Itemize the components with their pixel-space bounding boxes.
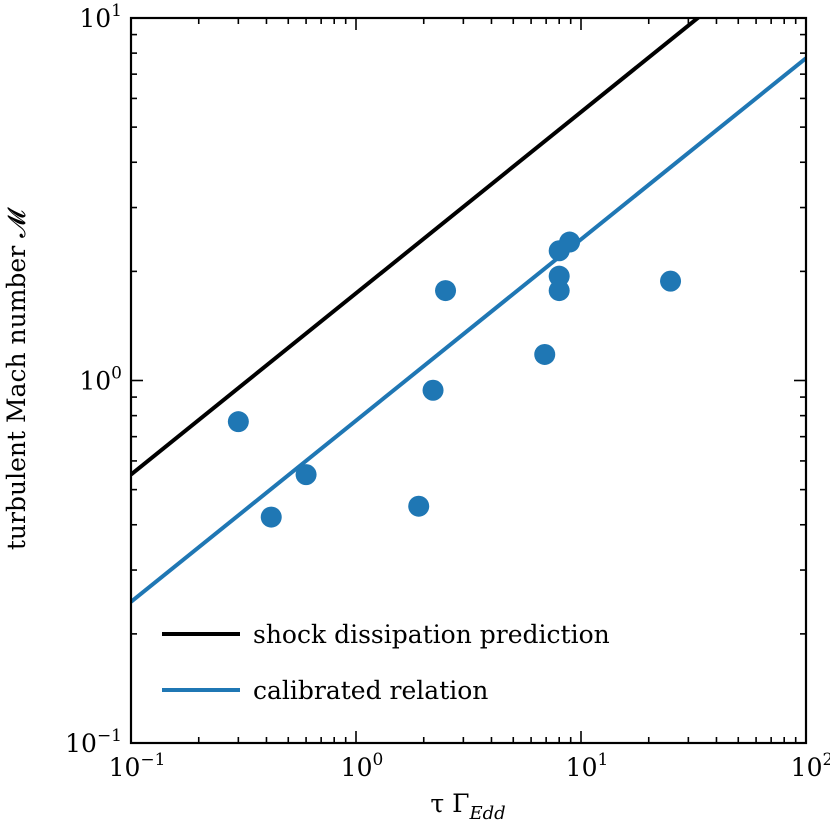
legend-label-calibrated: calibrated relation — [253, 676, 488, 705]
x-tick-label: 10−1 — [109, 750, 166, 782]
series-lines — [131, 18, 806, 604]
x-tick-label-exponent: 1 — [597, 750, 608, 770]
data-point — [260, 506, 282, 528]
data-point — [559, 231, 581, 253]
legend: shock dissipation prediction calibrated … — [162, 620, 610, 705]
x-tick-label-exponent: 2 — [822, 750, 830, 770]
x-tick-label-exponent: 0 — [372, 750, 383, 770]
x-axis-label: τ ΓEdd — [430, 789, 505, 824]
data-point — [408, 495, 430, 517]
x-axis-label-subscript: Edd — [468, 803, 505, 824]
data-point — [422, 379, 444, 401]
data-point — [548, 265, 570, 287]
y-tick-label-exponent: 1 — [111, 1, 122, 21]
x-tick-label: 101 — [566, 750, 609, 782]
y-tick-label-exponent: −1 — [97, 726, 122, 746]
data-point — [534, 343, 556, 365]
y-tick-label-base: 10 — [79, 4, 111, 33]
y-axis-label: turbulent Mach number 𝓜 — [2, 207, 31, 550]
data-point — [548, 280, 570, 302]
x-tick-label: 102 — [791, 750, 830, 782]
x-tick-label-base: 10 — [566, 753, 598, 782]
y-tick-label: 101 — [79, 1, 122, 33]
y-tick-label-exponent: 0 — [111, 364, 122, 384]
y-tick-label-base: 10 — [79, 367, 111, 396]
y-tick-label-base: 10 — [65, 729, 97, 758]
data-point — [295, 464, 317, 486]
y-tick-label: 10−1 — [65, 726, 122, 758]
x-tick-label-exponent: −1 — [140, 750, 165, 770]
data-point — [435, 280, 457, 302]
scatter-points — [227, 231, 682, 528]
legend-label-shock: shock dissipation prediction — [253, 620, 610, 649]
calibrated-relation-line — [131, 56, 806, 604]
x-tick-label-base: 10 — [791, 753, 823, 782]
data-point — [660, 270, 682, 292]
shock-dissipation-line — [131, 18, 701, 477]
axis-ticks — [130, 18, 806, 744]
x-tick-label-base: 10 — [341, 753, 373, 782]
y-tick-label: 100 — [79, 364, 122, 396]
data-point — [227, 411, 249, 433]
x-tick-label-base: 10 — [109, 753, 141, 782]
x-tick-label: 100 — [341, 750, 384, 782]
